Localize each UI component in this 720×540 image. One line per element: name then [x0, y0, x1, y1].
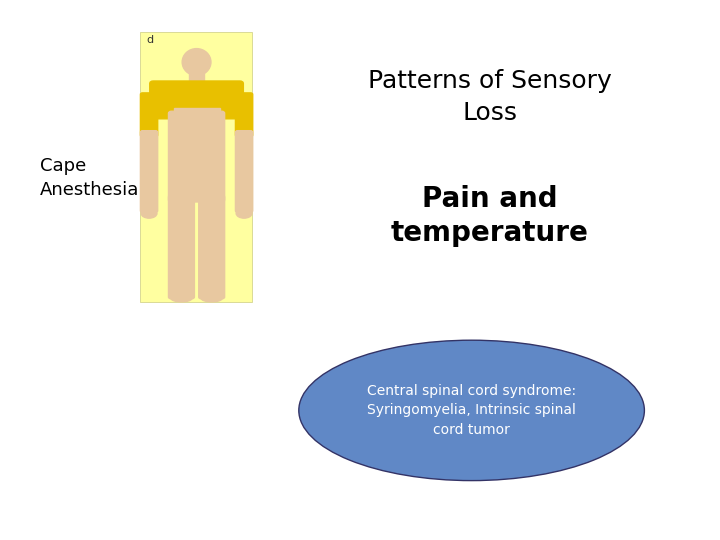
FancyBboxPatch shape [235, 93, 253, 137]
Ellipse shape [201, 294, 222, 302]
Text: d: d [146, 35, 153, 45]
Ellipse shape [171, 294, 192, 302]
Ellipse shape [182, 49, 211, 76]
Text: Central spinal cord syndrome:
Syringomyelia, Intrinsic spinal
cord tumor: Central spinal cord syndrome: Syringomye… [367, 384, 576, 437]
FancyBboxPatch shape [140, 32, 252, 302]
Ellipse shape [236, 208, 252, 218]
FancyBboxPatch shape [199, 195, 225, 299]
FancyBboxPatch shape [140, 131, 158, 212]
Text: Pain and
temperature: Pain and temperature [391, 185, 588, 247]
Text: Patterns of Sensory
Loss: Patterns of Sensory Loss [368, 70, 611, 125]
FancyBboxPatch shape [168, 195, 194, 299]
FancyBboxPatch shape [235, 131, 253, 212]
FancyBboxPatch shape [174, 108, 220, 119]
Text: Cape
Anesthesia: Cape Anesthesia [40, 157, 139, 199]
Ellipse shape [141, 208, 157, 218]
FancyBboxPatch shape [150, 81, 243, 119]
FancyBboxPatch shape [140, 93, 158, 137]
FancyBboxPatch shape [168, 111, 225, 202]
FancyBboxPatch shape [189, 65, 204, 81]
Ellipse shape [299, 340, 644, 481]
